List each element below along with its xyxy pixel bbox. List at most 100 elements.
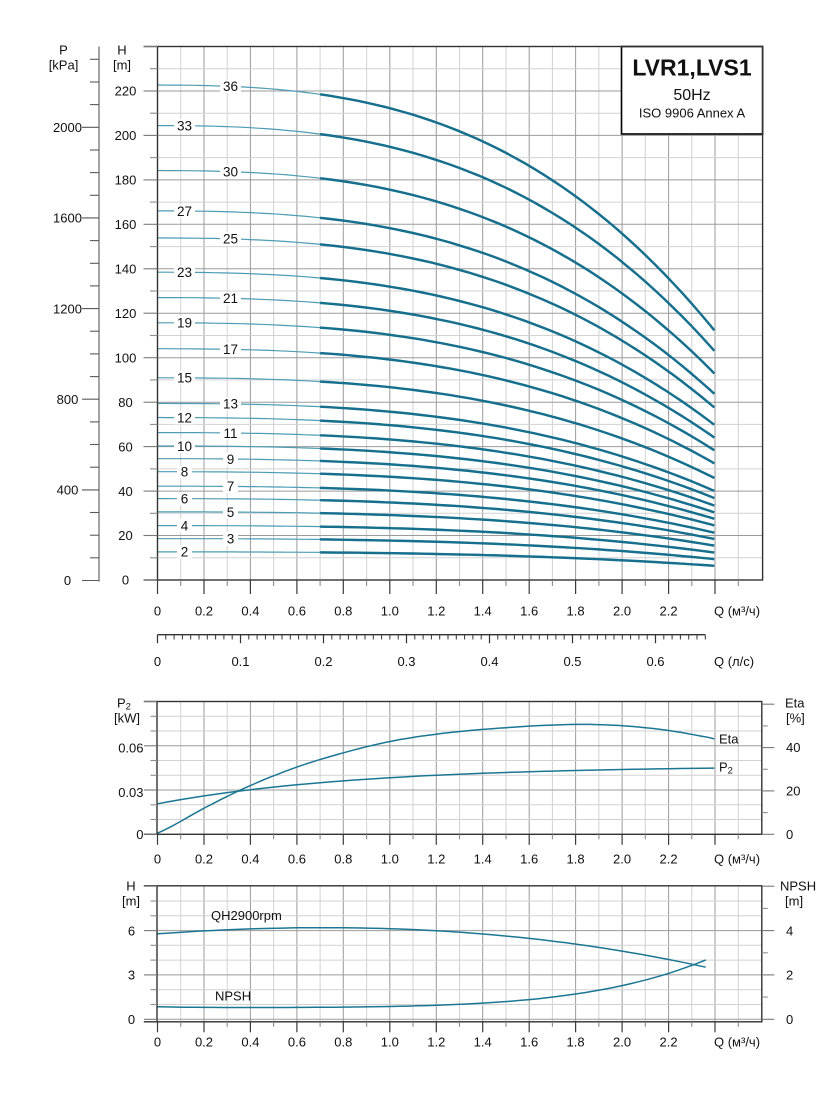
- svg-text:800: 800: [57, 392, 79, 407]
- svg-text:0.8: 0.8: [334, 603, 352, 618]
- svg-text:400: 400: [57, 483, 79, 498]
- svg-text:4: 4: [181, 518, 189, 533]
- svg-text:0.4: 0.4: [241, 852, 259, 867]
- svg-text:1.2: 1.2: [427, 603, 445, 618]
- svg-text:0.8: 0.8: [334, 1035, 352, 1050]
- svg-text:20: 20: [118, 528, 132, 543]
- svg-text:H: H: [126, 879, 135, 894]
- svg-text:2.2: 2.2: [660, 603, 678, 618]
- svg-text:2.0: 2.0: [613, 852, 631, 867]
- svg-text:Q (л/с): Q (л/с): [714, 654, 754, 669]
- svg-text:[m]: [m]: [122, 894, 140, 909]
- svg-text:0.6: 0.6: [288, 603, 306, 618]
- svg-text:11: 11: [223, 426, 237, 441]
- svg-text:0.5: 0.5: [563, 654, 581, 669]
- svg-text:1200: 1200: [53, 301, 82, 316]
- svg-text:NPSH: NPSH: [215, 989, 251, 1004]
- svg-text:27: 27: [177, 204, 192, 219]
- svg-text:100: 100: [115, 350, 137, 365]
- svg-text:19: 19: [177, 316, 192, 331]
- svg-text:0: 0: [154, 603, 161, 618]
- svg-text:0.2: 0.2: [314, 654, 332, 669]
- svg-text:0.03: 0.03: [118, 785, 143, 800]
- svg-text:1.2: 1.2: [427, 852, 445, 867]
- svg-text:1.8: 1.8: [567, 603, 585, 618]
- svg-text:0.6: 0.6: [288, 1035, 306, 1050]
- svg-text:2: 2: [786, 968, 793, 983]
- svg-text:1.6: 1.6: [520, 852, 538, 867]
- svg-text:0: 0: [154, 1035, 161, 1050]
- svg-text:40: 40: [786, 740, 800, 755]
- svg-text:3: 3: [128, 968, 135, 983]
- svg-text:200: 200: [115, 128, 137, 143]
- svg-text:17: 17: [223, 342, 238, 357]
- svg-text:2000: 2000: [53, 120, 82, 135]
- svg-text:80: 80: [118, 395, 132, 410]
- svg-text:50Hz: 50Hz: [673, 87, 710, 104]
- svg-text:20: 20: [786, 784, 800, 799]
- svg-text:1.6: 1.6: [520, 1035, 538, 1050]
- svg-text:[m]: [m]: [113, 58, 131, 73]
- svg-text:Q (м³/ч): Q (м³/ч): [714, 1035, 760, 1050]
- svg-text:Eta: Eta: [719, 731, 739, 746]
- svg-text:180: 180: [115, 173, 137, 188]
- svg-text:1.0: 1.0: [381, 603, 399, 618]
- svg-text:0: 0: [64, 573, 71, 588]
- svg-text:140: 140: [115, 262, 137, 277]
- svg-text:36: 36: [223, 79, 238, 94]
- svg-text:1.6: 1.6: [520, 603, 538, 618]
- svg-text:23: 23: [177, 265, 192, 280]
- svg-text:160: 160: [115, 217, 137, 232]
- svg-text:0.8: 0.8: [334, 852, 352, 867]
- svg-text:QH2900rpm: QH2900rpm: [211, 908, 282, 923]
- svg-text:21: 21: [223, 291, 238, 306]
- svg-text:33: 33: [177, 119, 192, 134]
- svg-text:1.0: 1.0: [381, 1035, 399, 1050]
- svg-text:120: 120: [115, 306, 137, 321]
- svg-text:60: 60: [118, 439, 132, 454]
- svg-text:Q (м³/ч): Q (м³/ч): [714, 852, 760, 867]
- svg-text:10: 10: [177, 439, 192, 454]
- svg-text:1.8: 1.8: [567, 1035, 585, 1050]
- svg-text:Eta: Eta: [785, 696, 805, 711]
- svg-text:0: 0: [122, 573, 129, 588]
- svg-text:0: 0: [786, 827, 793, 842]
- svg-text:15: 15: [177, 371, 192, 386]
- svg-text:8: 8: [181, 465, 189, 480]
- svg-text:0.4: 0.4: [241, 1035, 259, 1050]
- svg-text:[kW]: [kW]: [114, 711, 140, 726]
- svg-text:30: 30: [223, 164, 238, 179]
- svg-text:0: 0: [154, 852, 161, 867]
- svg-text:25: 25: [223, 232, 238, 247]
- svg-text:1.2: 1.2: [427, 1035, 445, 1050]
- svg-text:3: 3: [227, 532, 235, 547]
- svg-text:2.0: 2.0: [613, 603, 631, 618]
- svg-text:220: 220: [115, 84, 137, 99]
- svg-text:0: 0: [136, 827, 143, 842]
- svg-text:5: 5: [227, 505, 235, 520]
- svg-text:[kPa]: [kPa]: [49, 58, 79, 73]
- svg-text:[m]: [m]: [785, 894, 803, 909]
- svg-text:6: 6: [181, 492, 189, 507]
- svg-text:6: 6: [128, 923, 135, 938]
- svg-text:12: 12: [177, 410, 192, 425]
- svg-text:LVR1,LVS1: LVR1,LVS1: [632, 55, 751, 81]
- svg-text:0.4: 0.4: [241, 603, 259, 618]
- svg-text:2: 2: [181, 545, 189, 560]
- svg-text:0.2: 0.2: [195, 852, 213, 867]
- svg-text:0.6: 0.6: [288, 852, 306, 867]
- svg-text:7: 7: [227, 479, 235, 494]
- svg-text:H: H: [117, 43, 126, 58]
- svg-text:0: 0: [128, 1012, 135, 1027]
- svg-text:Q (м³/ч): Q (м³/ч): [714, 603, 760, 618]
- svg-text:0.2: 0.2: [195, 1035, 213, 1050]
- svg-text:1.4: 1.4: [474, 603, 492, 618]
- svg-text:0: 0: [786, 1012, 793, 1027]
- svg-text:0.2: 0.2: [195, 603, 213, 618]
- svg-text:0.1: 0.1: [231, 654, 249, 669]
- svg-text:2.2: 2.2: [660, 852, 678, 867]
- svg-text:40: 40: [118, 484, 132, 499]
- svg-text:P: P: [59, 43, 68, 58]
- svg-text:0: 0: [154, 654, 161, 669]
- svg-text:13: 13: [223, 397, 238, 412]
